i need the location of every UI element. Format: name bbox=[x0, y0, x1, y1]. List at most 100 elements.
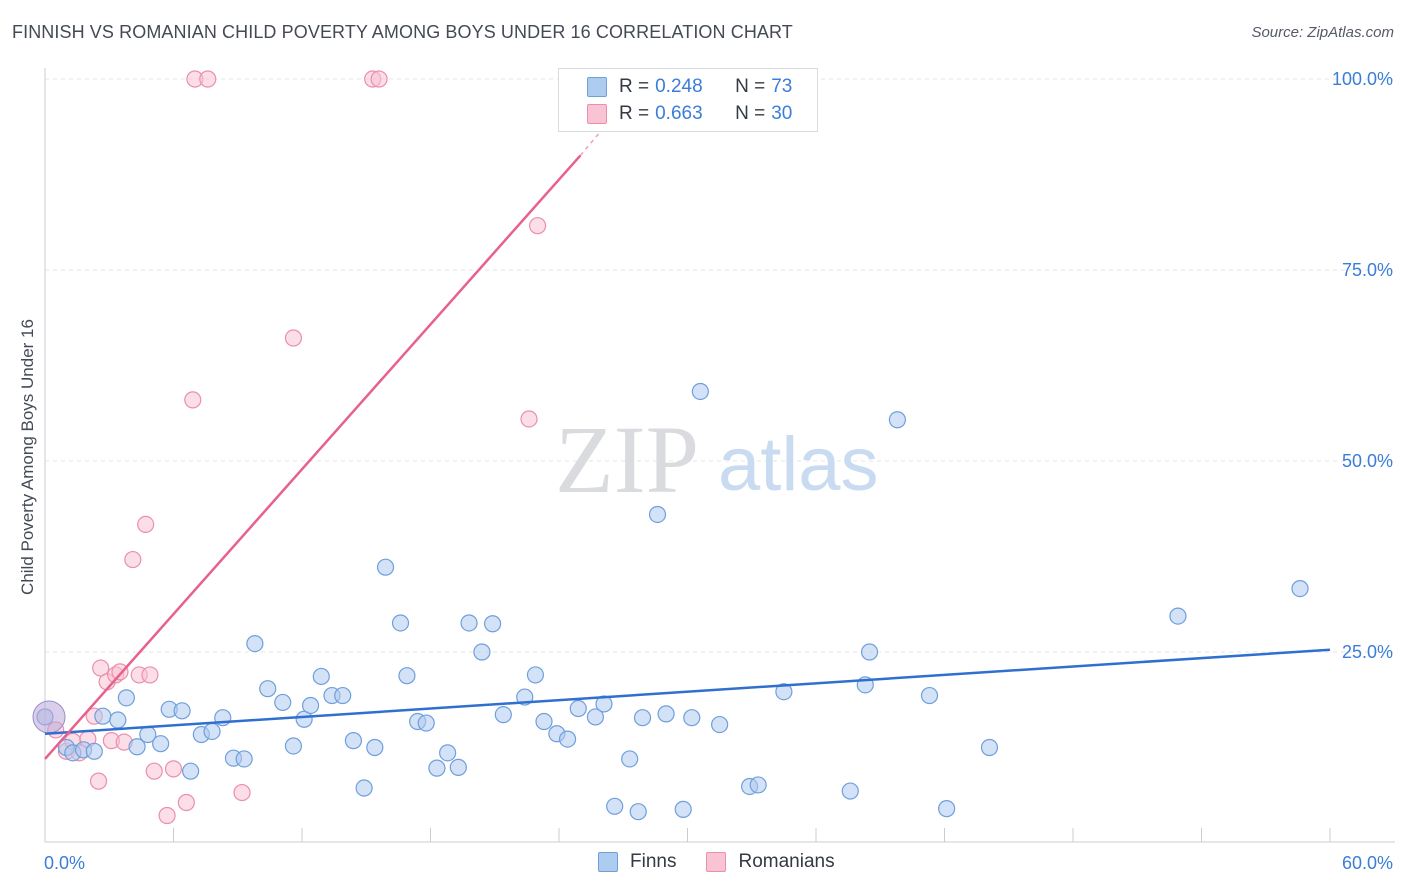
finns-point bbox=[1291, 579, 1309, 598]
romanians-point bbox=[184, 391, 202, 409]
finns-point bbox=[980, 738, 999, 757]
romanians-point bbox=[370, 70, 388, 88]
romanians-r-value: 0.663 bbox=[655, 103, 703, 124]
finns-swatch bbox=[587, 77, 607, 97]
y-tick-label: 100.0% bbox=[1332, 69, 1393, 89]
finns-point bbox=[173, 702, 191, 720]
finns-point bbox=[938, 800, 956, 818]
finns-point bbox=[284, 737, 303, 755]
legend-item-finns[interactable]: Finns bbox=[598, 851, 676, 873]
finns-point bbox=[312, 667, 330, 686]
finns-point bbox=[391, 614, 410, 632]
finns-point bbox=[301, 696, 320, 715]
finns-point bbox=[417, 714, 435, 732]
finns-point bbox=[473, 643, 491, 661]
finns-point bbox=[398, 667, 416, 685]
finns-point bbox=[1169, 607, 1187, 625]
finns-point bbox=[920, 686, 939, 705]
romanians-point bbox=[199, 70, 217, 88]
legend-item-romanians[interactable]: Romanians bbox=[706, 851, 835, 873]
finns-point bbox=[633, 709, 652, 727]
y-tick-label: 50.0% bbox=[1342, 451, 1393, 471]
finns-point bbox=[344, 732, 362, 750]
romanians-point bbox=[158, 806, 176, 825]
finns-point bbox=[128, 738, 146, 756]
finns-point bbox=[711, 715, 729, 734]
romanians-legend-swatch bbox=[706, 852, 727, 872]
grid bbox=[45, 78, 1395, 653]
finns-point bbox=[888, 411, 906, 429]
finns-point bbox=[85, 742, 103, 760]
romanians-point bbox=[92, 659, 110, 677]
romanians-point bbox=[284, 329, 303, 347]
y-tick-label: 25.0% bbox=[1342, 642, 1393, 662]
finns-r-label: R = bbox=[619, 76, 650, 97]
finns-point bbox=[569, 699, 587, 718]
series-legend: Finns Romanians bbox=[598, 851, 865, 873]
finns-point bbox=[182, 762, 200, 780]
finns-point bbox=[606, 797, 624, 815]
finns-point bbox=[460, 614, 478, 632]
romanians-n-value: 30 bbox=[771, 103, 793, 124]
romanians-point bbox=[164, 760, 183, 778]
romanians-swatch bbox=[587, 104, 607, 124]
watermark-atlas: atlas bbox=[718, 422, 879, 507]
romanians-point bbox=[145, 762, 163, 780]
finns-point bbox=[259, 680, 277, 698]
finns-point bbox=[535, 712, 553, 731]
finns-legend-label: Finns bbox=[630, 851, 677, 872]
finns-point bbox=[691, 382, 709, 401]
romanians-point bbox=[89, 772, 108, 790]
romanians-trend-line bbox=[44, 154, 582, 760]
watermark-zip: ZIP bbox=[555, 406, 699, 513]
stats-legend: R = 0.248 N = 73 R = 0.663 N = 30 bbox=[558, 68, 818, 132]
romanians-point bbox=[137, 515, 155, 534]
finns-point bbox=[94, 707, 112, 725]
romanians-legend-label: Romanians bbox=[738, 851, 835, 872]
finns-point bbox=[484, 615, 502, 633]
romanians-point bbox=[528, 217, 547, 235]
finns-point bbox=[366, 738, 384, 757]
legend-row-finns: R = 0.248 N = 73 bbox=[559, 73, 792, 101]
finns-point bbox=[246, 634, 264, 653]
finns-point bbox=[621, 750, 639, 768]
finns-point bbox=[235, 750, 253, 768]
finns-point bbox=[334, 686, 352, 705]
finns-point bbox=[526, 666, 545, 684]
finns-cluster-point bbox=[32, 700, 66, 734]
finns-point bbox=[683, 709, 701, 727]
legend-row-romanians: R = 0.663 N = 30 bbox=[559, 100, 792, 128]
finns-point bbox=[674, 800, 692, 818]
romanians-point bbox=[520, 410, 538, 428]
finns-point bbox=[558, 730, 577, 748]
x-tick-label-max: 60.0% bbox=[1342, 853, 1393, 873]
romanians-points bbox=[47, 70, 547, 825]
romanians-point bbox=[141, 666, 159, 684]
finns-point bbox=[355, 779, 373, 797]
finns-n-label: N = bbox=[735, 76, 766, 97]
finns-point bbox=[629, 803, 647, 821]
finns-point bbox=[117, 689, 135, 707]
axes bbox=[44, 68, 1395, 843]
romanians-r-label: R = bbox=[619, 103, 650, 124]
finns-point bbox=[152, 735, 170, 753]
romanians-n-label: N = bbox=[735, 103, 766, 124]
finns-points bbox=[32, 382, 1309, 821]
romanians-point bbox=[111, 663, 129, 681]
finns-point bbox=[109, 711, 127, 729]
romanians-point bbox=[233, 783, 251, 802]
finns-point bbox=[749, 776, 767, 794]
finns-legend-swatch bbox=[598, 852, 618, 872]
finns-point bbox=[494, 706, 512, 724]
source-credit: Source: ZipAtlas.com bbox=[1251, 24, 1394, 41]
finns-n-value: 73 bbox=[771, 76, 793, 97]
finns-point bbox=[657, 705, 675, 723]
finns-r-value: 0.248 bbox=[655, 76, 703, 97]
finns-point bbox=[203, 722, 221, 741]
romanians-point bbox=[177, 793, 195, 812]
y-tick-label: 75.0% bbox=[1342, 260, 1393, 280]
finns-point bbox=[376, 558, 395, 576]
finns-point bbox=[428, 759, 446, 777]
finns-point bbox=[648, 505, 667, 524]
